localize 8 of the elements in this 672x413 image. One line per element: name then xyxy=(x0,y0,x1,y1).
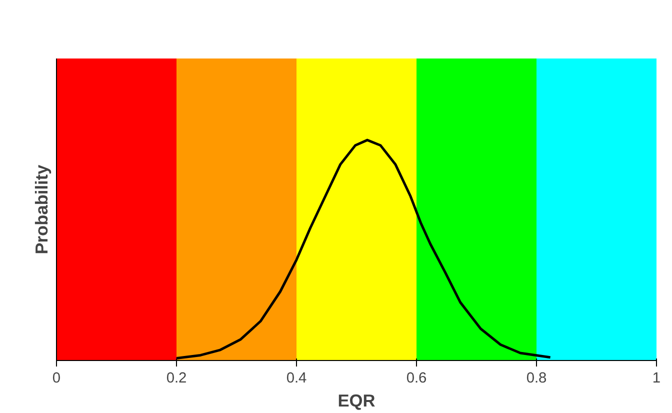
y-axis-title: Probability xyxy=(32,164,52,254)
x-tick-label: 1 xyxy=(652,370,661,386)
x-tick-label: 0 xyxy=(52,370,61,386)
x-tick-label: 0.8 xyxy=(526,370,547,386)
x-tick-label: 0.4 xyxy=(286,370,307,386)
x-tick-label: 0.6 xyxy=(406,370,427,386)
x-tick-label: 0.2 xyxy=(166,370,187,386)
x-axis-title: EQR xyxy=(338,390,376,410)
